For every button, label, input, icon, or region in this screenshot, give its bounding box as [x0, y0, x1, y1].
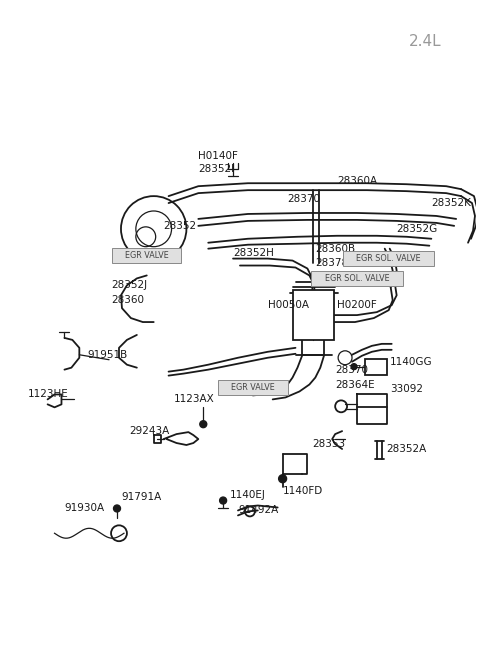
- FancyBboxPatch shape: [218, 380, 288, 395]
- Text: 28352J: 28352J: [111, 280, 147, 290]
- Text: 1123AX: 1123AX: [174, 394, 214, 404]
- Text: 1140EJ: 1140EJ: [230, 489, 266, 500]
- Text: 1140FD: 1140FD: [283, 485, 323, 496]
- Text: 28370: 28370: [288, 194, 321, 204]
- Text: 28360: 28360: [111, 295, 144, 305]
- Text: 1123HE: 1123HE: [28, 390, 69, 400]
- Text: 2.4L: 2.4L: [408, 35, 441, 50]
- Text: 28353: 28353: [312, 439, 346, 449]
- Bar: [365, 359, 387, 375]
- FancyBboxPatch shape: [112, 248, 181, 263]
- Text: 28352: 28352: [164, 221, 197, 231]
- Text: H0050A: H0050A: [268, 300, 309, 310]
- Text: 33092: 33092: [390, 384, 423, 394]
- Text: 1140GG: 1140GG: [390, 357, 432, 367]
- Circle shape: [220, 497, 227, 504]
- Text: 29243A: 29243A: [129, 426, 169, 436]
- Circle shape: [200, 421, 207, 428]
- Bar: [292, 290, 334, 340]
- Text: EGR VALVE: EGR VALVE: [125, 251, 168, 260]
- Circle shape: [279, 475, 287, 483]
- Text: EGR SOL. VALVE: EGR SOL. VALVE: [357, 254, 421, 263]
- Text: 91930A: 91930A: [64, 504, 105, 514]
- Text: 91492A: 91492A: [238, 506, 278, 515]
- Text: 28352I: 28352I: [198, 164, 234, 174]
- Text: 28364E: 28364E: [335, 379, 375, 390]
- Text: 28378: 28378: [315, 257, 348, 267]
- Text: H0140F: H0140F: [198, 151, 238, 161]
- Text: 28352H: 28352H: [233, 248, 274, 257]
- Text: 28352G: 28352G: [396, 224, 438, 234]
- Text: 28352A: 28352A: [387, 444, 427, 454]
- Text: 28360A: 28360A: [337, 176, 377, 186]
- Text: EGR VALVE: EGR VALVE: [231, 383, 275, 392]
- Text: EGR SOL. VALVE: EGR SOL. VALVE: [324, 274, 389, 283]
- Circle shape: [351, 364, 357, 369]
- Text: 28352K: 28352K: [432, 198, 471, 208]
- FancyBboxPatch shape: [343, 251, 434, 266]
- FancyBboxPatch shape: [312, 271, 403, 286]
- Text: 28370: 28370: [335, 365, 368, 375]
- Text: 91951B: 91951B: [87, 350, 128, 360]
- Text: H0200F: H0200F: [337, 300, 377, 310]
- Text: 28360B: 28360B: [315, 244, 356, 253]
- Circle shape: [114, 505, 120, 512]
- Text: 91791A: 91791A: [121, 491, 161, 502]
